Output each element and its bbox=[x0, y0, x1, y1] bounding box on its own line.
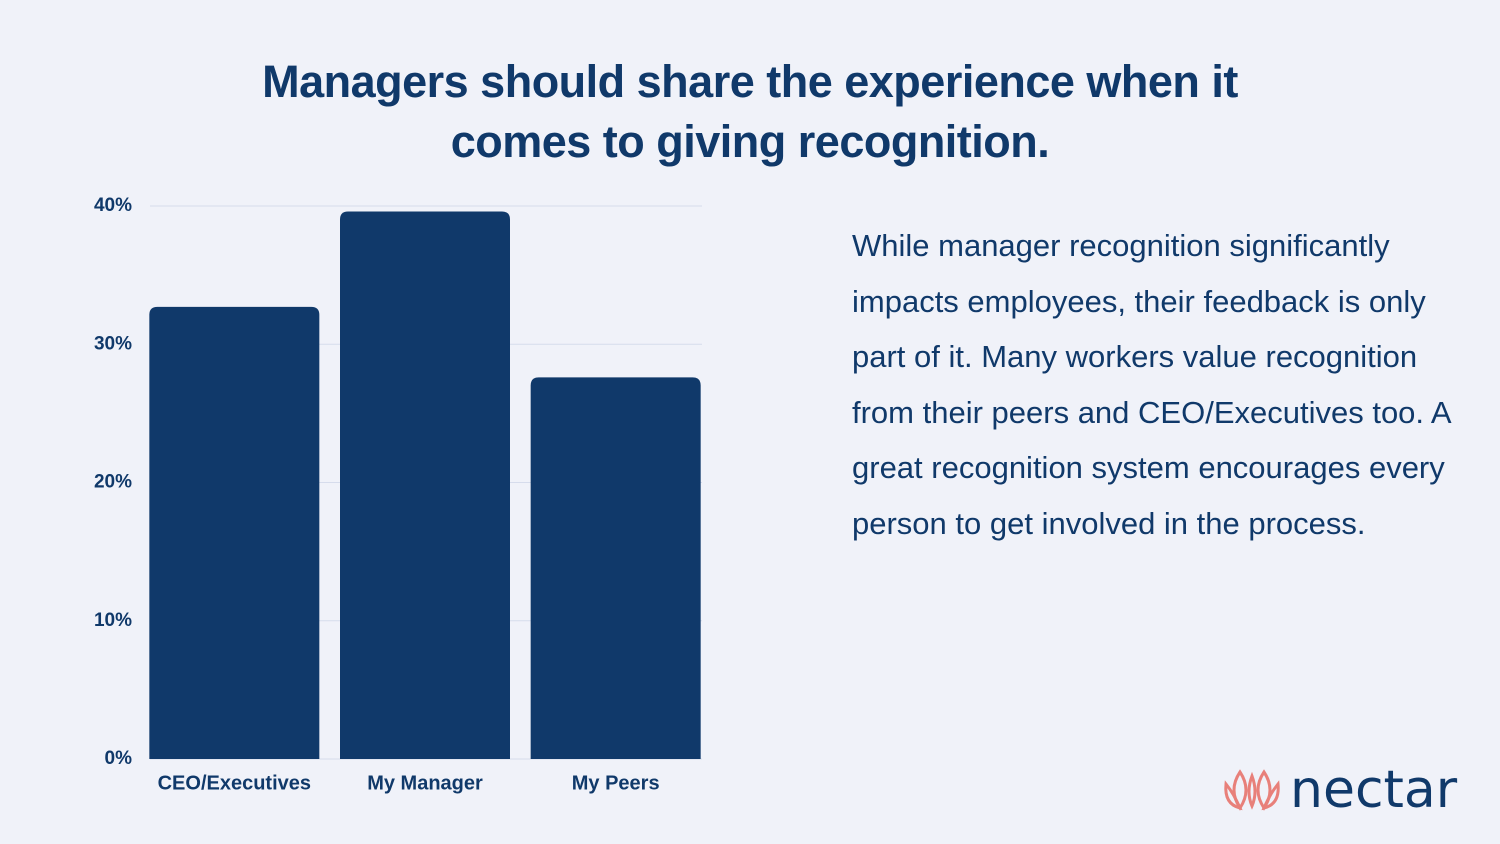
x-tick-label: My Manager bbox=[367, 772, 483, 794]
logo: nectar bbox=[1224, 760, 1458, 820]
bar bbox=[340, 211, 510, 759]
bar bbox=[149, 306, 320, 759]
description: While manager recognition significantly … bbox=[852, 228, 1450, 541]
chart: 0% 10% 20% 30% 40% CEO/Executives My Manager My… bbox=[94, 195, 702, 794]
y-tick-label: 40% bbox=[94, 195, 132, 216]
bar bbox=[530, 377, 701, 759]
x-tick-label: My Peers bbox=[572, 772, 660, 794]
y-tick-label: 0% bbox=[105, 748, 133, 769]
page-title: Managers should share the experience whe… bbox=[262, 56, 1238, 167]
y-tick-label: 10% bbox=[94, 610, 132, 631]
y-tick-label: 20% bbox=[94, 472, 132, 493]
logo-text: nectar bbox=[1290, 760, 1458, 820]
logo-icon bbox=[1224, 769, 1280, 811]
x-tick-label: CEO/Executives bbox=[158, 772, 311, 794]
y-tick-label: 30% bbox=[94, 333, 132, 354]
